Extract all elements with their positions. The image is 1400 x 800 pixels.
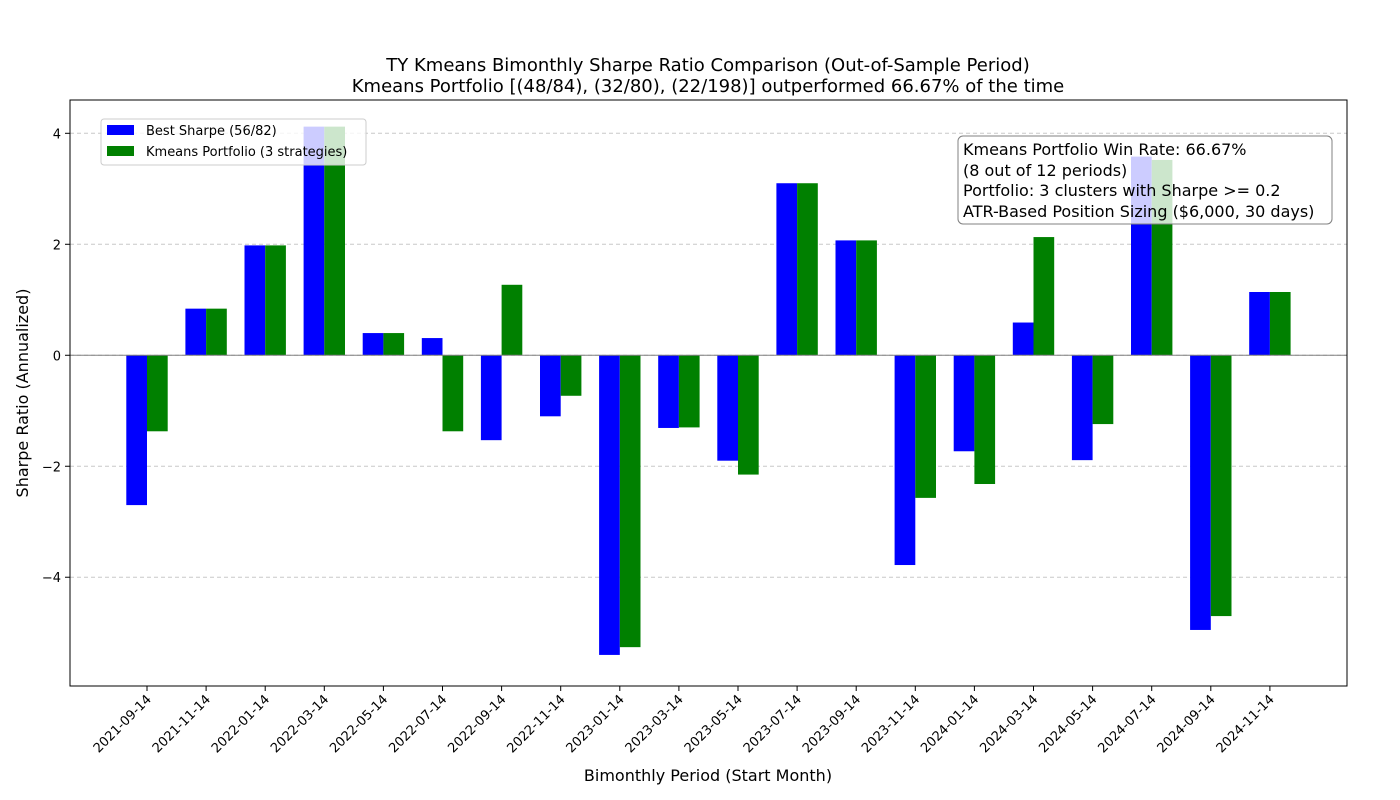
x-axis-label: Bimonthly Period (Start Month) xyxy=(584,766,832,785)
bar-best-sharpe xyxy=(776,183,798,356)
bar-kmeans-portfolio xyxy=(383,333,405,356)
bar-kmeans-portfolio xyxy=(1033,237,1055,356)
bar-kmeans-portfolio xyxy=(442,355,464,432)
bar-kmeans-portfolio xyxy=(797,183,818,356)
bar-kmeans-portfolio xyxy=(501,284,523,356)
win-rate-annotation: Kmeans Portfolio Win Rate: 66.67% (8 out… xyxy=(957,135,1333,225)
annotation-line-4: ATR-Based Position Sizing ($6,000, 30 da… xyxy=(963,202,1314,221)
bar-best-sharpe xyxy=(894,355,916,566)
bar-best-sharpe xyxy=(717,355,738,461)
bar-best-sharpe xyxy=(126,355,147,506)
bar-best-sharpe xyxy=(1190,355,1211,630)
x-tick-label: 2023-11-14 xyxy=(859,692,923,756)
bar-kmeans-portfolio xyxy=(1269,292,1291,356)
legend-box xyxy=(100,118,367,166)
legend-label-kmeans-portfolio: Kmeans Portfolio (3 strategies) xyxy=(146,145,347,160)
chart-title: TY Kmeans Bimonthly Sharpe Ratio Compari… xyxy=(385,55,1029,76)
x-tick-label: 2023-07-14 xyxy=(741,692,805,756)
bar-best-sharpe xyxy=(599,355,620,655)
y-tick-label: −4 xyxy=(42,571,61,586)
bar-best-sharpe xyxy=(1071,355,1093,461)
x-tick-label: 2021-09-14 xyxy=(91,692,155,756)
bar-kmeans-portfolio xyxy=(619,355,641,648)
bar-best-sharpe xyxy=(185,308,207,356)
bar-kmeans-portfolio xyxy=(678,355,700,428)
bar-best-sharpe xyxy=(421,338,443,356)
x-axis-ticks: 2021-09-142021-11-142022-01-142022-03-14… xyxy=(91,686,1278,756)
y-tick-label: 4 xyxy=(53,127,61,142)
bar-best-sharpe xyxy=(303,126,325,356)
y-tick-label: −2 xyxy=(42,460,61,475)
plot-frame xyxy=(69,99,1348,687)
y-axis-ticks: −4 −2 0 2 4 xyxy=(42,127,70,586)
annotation-line-2: (8 out of 12 periods) xyxy=(963,161,1127,180)
bar-kmeans-portfolio xyxy=(915,355,936,498)
y-tick-label: 0 xyxy=(53,349,61,364)
x-tick-label: 2023-09-14 xyxy=(800,692,864,756)
x-tick-label: 2024-11-14 xyxy=(1214,692,1278,756)
y-axis-label: Sharpe Ratio (Annualized) xyxy=(13,289,32,498)
bar-kmeans-portfolio xyxy=(324,126,345,356)
x-tick-label: 2024-01-14 xyxy=(918,692,982,756)
bar-best-sharpe xyxy=(540,355,561,417)
x-tick-label: 2022-03-14 xyxy=(268,692,332,756)
bar-kmeans-portfolio xyxy=(974,355,996,485)
x-tick-label: 2021-11-14 xyxy=(150,692,214,756)
chart-subtitle: Kmeans Portfolio [(48/84), (32/80), (22/… xyxy=(352,76,1065,97)
bar-kmeans-portfolio xyxy=(265,245,286,356)
x-tick-label: 2024-05-14 xyxy=(1036,692,1100,756)
bar-best-sharpe xyxy=(362,333,384,356)
legend: Best Sharpe (56/82) Kmeans Portfolio (3 … xyxy=(100,118,367,166)
x-tick-label: 2024-03-14 xyxy=(977,692,1041,756)
bar-best-sharpe xyxy=(244,245,266,356)
x-tick-label: 2022-07-14 xyxy=(386,692,450,756)
bar-kmeans-portfolio xyxy=(206,308,227,356)
x-tick-label: 2023-03-14 xyxy=(623,692,687,756)
x-tick-label: 2022-11-14 xyxy=(504,692,568,756)
x-tick-label: 2022-01-14 xyxy=(209,692,273,756)
legend-label-best-sharpe: Best Sharpe (56/82) xyxy=(146,124,277,139)
bar-best-sharpe xyxy=(480,355,502,441)
bar-best-sharpe xyxy=(953,355,975,452)
bar-best-sharpe xyxy=(1012,322,1034,356)
bars xyxy=(126,126,1291,655)
bar-best-sharpe xyxy=(658,355,679,428)
x-tick-label: 2022-09-14 xyxy=(445,692,509,756)
x-tick-label: 2022-05-14 xyxy=(327,692,391,756)
bar-kmeans-portfolio xyxy=(147,355,168,432)
annotation-line-1: Kmeans Portfolio Win Rate: 66.67% xyxy=(963,140,1247,159)
bar-best-sharpe xyxy=(835,240,857,356)
bar-kmeans-portfolio xyxy=(560,355,582,396)
legend-swatch-kmeans-portfolio xyxy=(107,146,134,156)
bar-kmeans-portfolio xyxy=(1210,355,1232,617)
bar-kmeans-portfolio xyxy=(738,355,759,475)
legend-swatch-best-sharpe xyxy=(107,125,134,135)
annotation-box xyxy=(957,135,1333,225)
bar-kmeans-portfolio xyxy=(1092,355,1114,425)
x-tick-label: 2023-01-14 xyxy=(564,692,628,756)
x-tick-label: 2024-09-14 xyxy=(1155,692,1219,756)
x-tick-label: 2023-05-14 xyxy=(682,692,746,756)
bar-best-sharpe xyxy=(1249,292,1270,356)
x-tick-label: 2024-07-14 xyxy=(1095,692,1159,756)
annotation-line-3: Portfolio: 3 clusters with Sharpe >= 0.2 xyxy=(963,181,1281,200)
bar-kmeans-portfolio xyxy=(856,240,877,356)
y-tick-label: 2 xyxy=(53,238,61,253)
